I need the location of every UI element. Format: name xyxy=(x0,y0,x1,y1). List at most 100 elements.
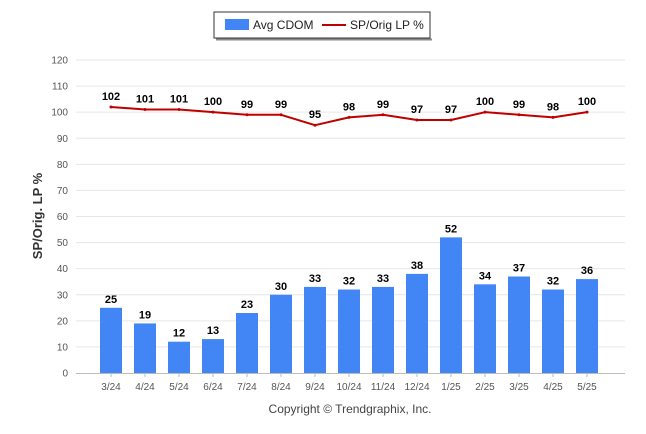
line-data-label: 97 xyxy=(445,104,457,116)
line-point xyxy=(483,110,487,114)
line-data-label: 99 xyxy=(513,99,525,111)
line-data-label: 95 xyxy=(309,109,321,121)
bar xyxy=(304,286,326,373)
y-tick-label: 60 xyxy=(57,212,69,223)
y-tick-label: 110 xyxy=(52,82,68,93)
y-tick-label: 20 xyxy=(57,316,69,327)
y-tick-label: 40 xyxy=(57,264,69,275)
bar-data-label: 25 xyxy=(105,294,117,306)
line-data-label: 101 xyxy=(136,94,154,106)
line-point xyxy=(585,110,589,114)
line-point xyxy=(211,110,215,114)
bar xyxy=(270,294,292,373)
x-tick-label: 5/24 xyxy=(169,382,189,393)
line-point xyxy=(279,113,283,117)
line-data-label: 99 xyxy=(275,99,287,111)
bar-data-label: 37 xyxy=(513,262,525,274)
x-tick-label: 8/24 xyxy=(271,382,291,393)
x-tick-label: 7/24 xyxy=(237,382,257,393)
bar-data-label: 13 xyxy=(207,325,219,337)
bar-data-label: 52 xyxy=(445,223,457,235)
bar xyxy=(406,273,428,373)
x-tick-label: 1/25 xyxy=(441,382,461,393)
bar xyxy=(474,284,496,373)
y-tick-label: 80 xyxy=(57,160,69,171)
y-axis-label: SP/Orig. LP % xyxy=(30,172,45,259)
x-tick-label: 11/24 xyxy=(371,382,396,393)
line-data-label: 100 xyxy=(578,96,596,108)
y-tick-label: 70 xyxy=(57,186,69,197)
bar-data-label: 36 xyxy=(581,265,593,277)
line-data-label: 101 xyxy=(170,94,188,106)
bar xyxy=(508,276,530,373)
line-data-labels: 102 101 101 100 99 99 95 98 99 97 97 100 99 98 100 xyxy=(102,91,596,121)
line-data-label: 98 xyxy=(547,101,559,113)
y-tick-label: 0 xyxy=(62,369,68,380)
x-tick-label: 4/25 xyxy=(543,382,563,393)
line-point xyxy=(347,115,351,119)
line-data-label: 99 xyxy=(377,99,389,111)
bar-data-label: 38 xyxy=(411,260,423,272)
bar-data-label: 19 xyxy=(139,309,151,321)
line-point xyxy=(551,115,555,119)
copyright-text: Copyright © Trendgraphix, Inc. xyxy=(269,402,432,416)
legend-label-sp-orig-lp: SP/Orig LP % xyxy=(350,18,424,32)
y-tick-label: 50 xyxy=(57,238,69,249)
bar xyxy=(576,279,598,373)
x-tick-label: 12/24 xyxy=(404,382,429,393)
bar-data-label: 12 xyxy=(173,328,185,340)
x-tick-label: 10/24 xyxy=(336,382,361,393)
legend-label-avg-cdom: Avg CDOM xyxy=(253,18,313,32)
bar xyxy=(236,313,258,373)
bar xyxy=(168,341,190,373)
y-tick-label: 120 xyxy=(51,56,68,67)
line-data-label: 97 xyxy=(411,104,423,116)
bar-data-label: 23 xyxy=(241,299,253,311)
line-series xyxy=(109,105,589,127)
bar xyxy=(134,323,156,373)
line-point xyxy=(415,118,419,122)
line-data-label: 100 xyxy=(204,96,222,108)
gridlines xyxy=(76,59,625,348)
bar-data-label: 33 xyxy=(377,273,389,285)
x-tick-label: 2/25 xyxy=(475,382,495,393)
line-point xyxy=(245,113,249,117)
x-tick-label: 4/24 xyxy=(135,382,155,393)
line-point xyxy=(177,108,181,112)
line-data-label: 100 xyxy=(476,96,494,108)
bar-data-labels: 25 19 12 13 23 30 33 32 33 38 52 34 37 32 36 xyxy=(105,223,593,339)
line-point xyxy=(109,105,113,109)
bar xyxy=(202,339,224,373)
x-tick-label: 3/24 xyxy=(101,382,121,393)
bar xyxy=(100,307,122,373)
bars xyxy=(100,237,598,373)
line-data-label: 102 xyxy=(102,91,120,103)
bar-data-label: 32 xyxy=(343,276,355,288)
bar xyxy=(338,289,360,373)
y-axis-ticks: 0 10 20 30 40 50 60 70 80 90 100 110 120 xyxy=(51,56,68,380)
x-tick-label: 6/24 xyxy=(203,382,223,393)
x-tick-label: 3/25 xyxy=(509,382,529,393)
legend: Avg CDOM SP/Orig LP % xyxy=(213,11,432,41)
bar xyxy=(372,286,394,373)
y-tick-label: 90 xyxy=(57,134,69,145)
line-point xyxy=(143,108,147,112)
line-point xyxy=(517,113,521,117)
bar-data-label: 30 xyxy=(275,281,287,293)
bar-data-label: 34 xyxy=(479,270,492,282)
line-point xyxy=(449,118,453,122)
y-tick-label: 100 xyxy=(51,108,68,119)
x-tick-label: 5/25 xyxy=(577,382,597,393)
line-point xyxy=(313,123,317,127)
bar xyxy=(440,237,462,373)
legend-swatch-avg-cdom xyxy=(225,19,249,30)
y-tick-label: 30 xyxy=(57,290,69,301)
bar-data-label: 33 xyxy=(309,273,321,285)
line-data-label: 98 xyxy=(343,101,355,113)
bar-data-label: 32 xyxy=(547,276,559,288)
line-data-label: 99 xyxy=(241,99,253,111)
bar xyxy=(542,289,564,373)
y-tick-label: 10 xyxy=(57,342,69,353)
line-point xyxy=(381,113,385,117)
